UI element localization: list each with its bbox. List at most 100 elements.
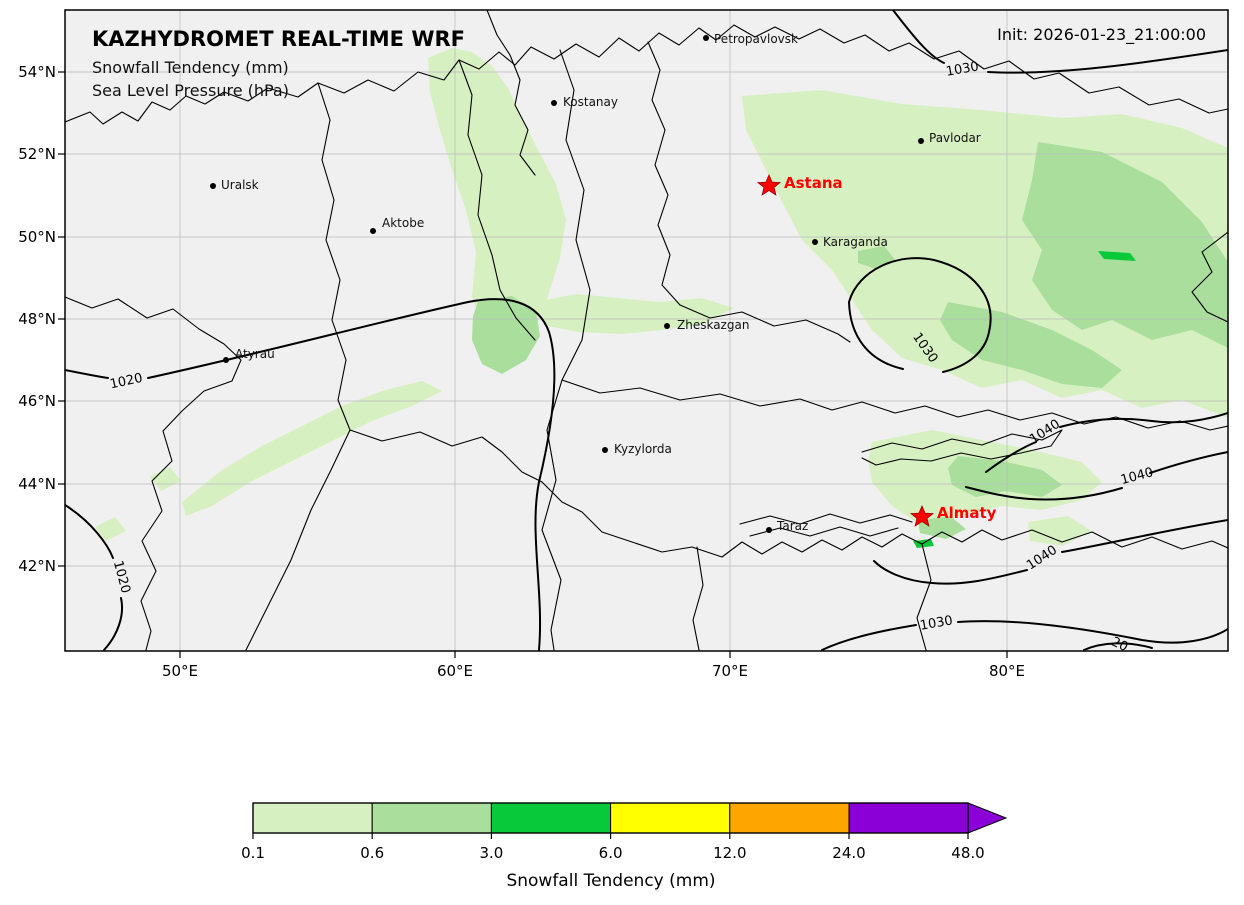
city-dot [551, 100, 557, 106]
city: Karaganda [812, 235, 888, 249]
city-dot [812, 239, 818, 245]
snowfall-area [472, 296, 540, 374]
pressure-contour [147, 298, 556, 651]
highlight-city-label: Almaty [937, 504, 997, 522]
pressure-contour [821, 624, 917, 651]
border-line [692, 546, 704, 651]
page-title: KAZHYDROMET REAL-TIME WRF [92, 27, 465, 51]
colorbar-segment [371, 802, 492, 834]
border-line [861, 429, 1063, 466]
pressure-contour [103, 597, 123, 651]
city: Atyrau [223, 347, 275, 363]
colorbar-segment [490, 802, 612, 834]
city-label: Taraz [776, 519, 808, 533]
contour-label: 1030 [919, 613, 954, 634]
contour-label: 1020 [109, 371, 144, 393]
map-frame [64, 9, 1229, 652]
border-line [458, 59, 536, 341]
subtitle-pressure: Sea Level Pressure (hPa) [92, 81, 289, 100]
axis-labels: 54°N 52°N 50°N 48°N 46°N 44°N 42°N 50°E … [18, 63, 1025, 680]
pressure-contour [1061, 519, 1228, 553]
border-line [739, 513, 913, 525]
city: Uralsk [210, 178, 259, 192]
city-dot [210, 183, 216, 189]
city-dot [703, 35, 709, 41]
city-label: Pavlodar [929, 131, 981, 145]
colorbar-segment [610, 802, 731, 834]
snowfall-area [918, 516, 966, 539]
border-line [486, 10, 536, 176]
snowfall-area [1022, 142, 1228, 348]
snowfall-area [948, 456, 1062, 497]
border-line [749, 526, 899, 537]
city-label: Petropavlovsk [714, 32, 798, 46]
city-label: Aktobe [382, 216, 424, 230]
contour-label: 1030 [945, 59, 980, 80]
city-label: Atyrau [235, 347, 275, 361]
contour-label: 20 [1109, 635, 1130, 656]
colorbar-segment [729, 802, 850, 834]
city-label: Zheskazgan [677, 318, 749, 332]
snowfall-area [428, 48, 566, 346]
city-dot [223, 357, 229, 363]
colorbar-segment [252, 802, 373, 834]
border-line [1191, 231, 1228, 323]
pressure-contour [873, 560, 1028, 585]
snowfall-area [1028, 516, 1092, 546]
region-borders [65, 10, 1228, 651]
snowfall-areas-medium [472, 142, 1228, 539]
city: Petropavlovsk [703, 32, 798, 46]
highlight-city-astana: Astana [756, 173, 843, 196]
city-label: Uralsk [221, 178, 259, 192]
pressure-contour [985, 441, 1037, 473]
axis-ticks [58, 71, 1008, 658]
city: Kostanay [551, 95, 618, 109]
border-line [541, 49, 591, 651]
city: Aktobe [370, 216, 424, 234]
gridlines [65, 10, 1228, 651]
border-line [647, 41, 681, 306]
border-line [561, 379, 1228, 431]
snowfall-area [940, 302, 1122, 388]
star-icon [756, 173, 782, 196]
map-layers: 1030 1020 1020 1030 1040 1040 1040 1030 … [65, 10, 1228, 656]
pressure-contour [965, 486, 1123, 501]
x-axis-tick-label: 70°E [712, 662, 748, 680]
colorbar: 0.1 0.6 3.0 6.0 12.0 24.0 48.0 Snowfall … [241, 802, 1008, 891]
colorbar-tick-labels: 0.1 0.6 3.0 6.0 12.0 24.0 48.0 [241, 844, 985, 862]
border-line [65, 24, 1228, 125]
y-axis-tick-label: 42°N [18, 557, 56, 575]
city: Taraz [766, 519, 808, 533]
init-timestamp: Init: 2026-01-23_21:00:00 [997, 25, 1206, 45]
colorbar-tick-label: 0.6 [360, 844, 384, 862]
pressure-contour [848, 257, 992, 373]
highlight-city-label: Astana [784, 174, 843, 192]
city-dot [766, 527, 772, 533]
city-label: Kostanay [563, 95, 618, 109]
city: Pavlodar [918, 131, 981, 145]
border-line [349, 429, 1228, 558]
pressure-contours [65, 10, 1228, 651]
y-axis-tick-label: 44°N [18, 475, 56, 493]
star-icon [909, 504, 935, 527]
snowfall-area [1098, 251, 1136, 261]
border-line [245, 429, 351, 651]
y-axis-tick-label: 48°N [18, 310, 56, 328]
pressure-contour [987, 49, 1228, 74]
x-axis-tick-label: 80°E [989, 662, 1025, 680]
border-line [317, 82, 351, 431]
snowfall-area [534, 294, 734, 334]
cities: Petropavlovsk Kostanay Pavlodar Uralsk A… [210, 32, 981, 533]
highlight-cities: Astana Almaty [756, 173, 997, 527]
pressure-contour [1083, 642, 1153, 651]
city-dot [664, 323, 670, 329]
highlight-city-almaty: Almaty [909, 504, 997, 527]
y-axis-tick-label: 50°N [18, 228, 56, 246]
pressure-contour [65, 504, 114, 559]
colorbar-ticks [252, 833, 969, 839]
pressure-contour [65, 369, 109, 379]
snowfall-area [95, 517, 126, 541]
y-axis-tick-label: 46°N [18, 392, 56, 410]
